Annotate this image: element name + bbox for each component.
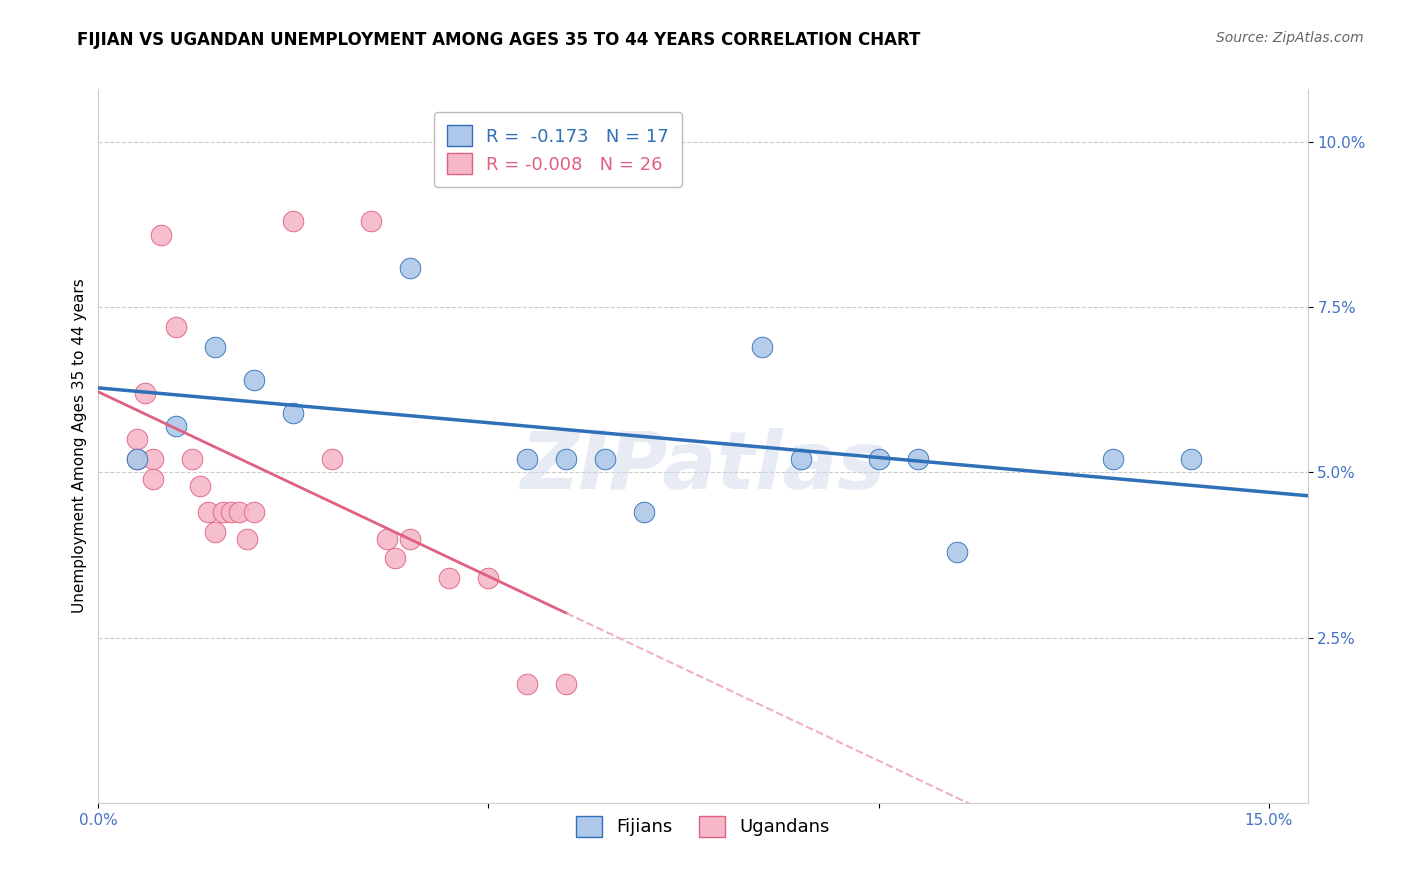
- Point: [127, 452, 149, 467]
- Point: [134, 386, 156, 401]
- Point: [789, 452, 811, 467]
- Text: FIJIAN VS UGANDAN UNEMPLOYMENT AMONG AGES 35 TO 44 YEARS CORRELATION CHART: FIJIAN VS UGANDAN UNEMPLOYMENT AMONG AGE…: [77, 31, 921, 49]
- Point: [188, 478, 211, 492]
- Point: [555, 677, 578, 691]
- Point: [399, 260, 422, 275]
- Point: [945, 545, 967, 559]
- Point: [142, 452, 165, 467]
- Legend: Fijians, Ugandans: Fijians, Ugandans: [569, 808, 837, 844]
- Point: [555, 452, 578, 467]
- Point: [204, 524, 226, 539]
- Point: [1101, 452, 1123, 467]
- Point: [375, 532, 398, 546]
- Point: [868, 452, 890, 467]
- Point: [516, 452, 538, 467]
- Point: [384, 551, 406, 566]
- Point: [360, 214, 382, 228]
- Point: [1180, 452, 1202, 467]
- Point: [235, 532, 257, 546]
- Point: [477, 571, 499, 585]
- Point: [127, 452, 149, 467]
- Point: [283, 214, 305, 228]
- Text: Source: ZipAtlas.com: Source: ZipAtlas.com: [1216, 31, 1364, 45]
- Point: [204, 340, 226, 354]
- Point: [228, 505, 250, 519]
- Point: [439, 571, 461, 585]
- Point: [243, 505, 266, 519]
- Point: [197, 505, 219, 519]
- Point: [142, 472, 165, 486]
- Point: [321, 452, 343, 467]
- Point: [243, 373, 266, 387]
- Point: [212, 505, 235, 519]
- Point: [219, 505, 242, 519]
- Point: [127, 433, 149, 447]
- Y-axis label: Unemployment Among Ages 35 to 44 years: Unemployment Among Ages 35 to 44 years: [72, 278, 87, 614]
- Point: [181, 452, 204, 467]
- Text: ZIPatlas: ZIPatlas: [520, 428, 886, 507]
- Point: [595, 452, 617, 467]
- Point: [516, 677, 538, 691]
- Point: [283, 406, 305, 420]
- Point: [165, 419, 187, 434]
- Point: [633, 505, 655, 519]
- Point: [165, 320, 187, 334]
- Point: [399, 532, 422, 546]
- Point: [907, 452, 929, 467]
- Point: [149, 227, 172, 242]
- Point: [751, 340, 773, 354]
